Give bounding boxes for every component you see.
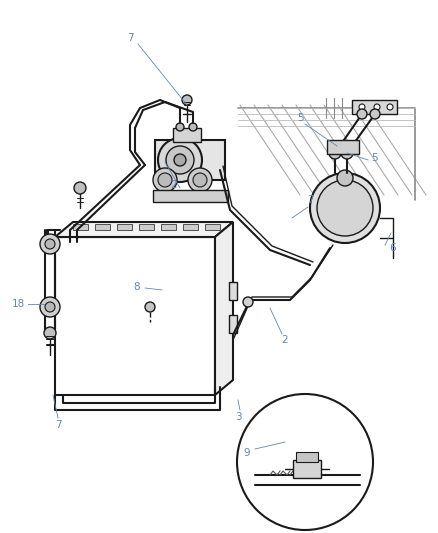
Circle shape — [40, 234, 60, 254]
Bar — [153, 190, 228, 202]
Bar — [327, 140, 359, 154]
Circle shape — [45, 239, 55, 249]
Circle shape — [74, 182, 86, 194]
Polygon shape — [139, 224, 154, 230]
Circle shape — [145, 302, 155, 312]
Circle shape — [370, 109, 380, 119]
Polygon shape — [205, 224, 220, 230]
Circle shape — [176, 123, 184, 131]
Circle shape — [329, 147, 341, 159]
Bar — [155, 140, 225, 180]
Circle shape — [337, 170, 353, 186]
Text: 18: 18 — [11, 299, 25, 309]
Text: 5: 5 — [372, 153, 378, 163]
Polygon shape — [55, 222, 233, 237]
Text: 8: 8 — [134, 282, 140, 292]
Circle shape — [188, 168, 212, 192]
Circle shape — [387, 104, 393, 110]
Circle shape — [359, 104, 365, 110]
Polygon shape — [73, 224, 88, 230]
Circle shape — [310, 173, 380, 243]
Text: 9: 9 — [244, 448, 250, 458]
Circle shape — [193, 173, 207, 187]
Circle shape — [317, 180, 373, 236]
Circle shape — [166, 146, 194, 174]
Circle shape — [237, 394, 373, 530]
Circle shape — [182, 95, 192, 105]
Polygon shape — [117, 224, 132, 230]
Bar — [173, 128, 201, 142]
Bar — [293, 460, 321, 478]
Circle shape — [158, 138, 202, 182]
Text: 6: 6 — [390, 243, 396, 253]
Circle shape — [45, 302, 55, 312]
Circle shape — [158, 173, 172, 187]
Text: 7: 7 — [55, 420, 61, 430]
Polygon shape — [95, 224, 110, 230]
Polygon shape — [55, 237, 215, 395]
Circle shape — [44, 327, 56, 339]
Circle shape — [374, 104, 380, 110]
Circle shape — [243, 297, 253, 307]
Circle shape — [153, 168, 177, 192]
Text: 3: 3 — [235, 412, 241, 422]
Bar — [296, 452, 318, 462]
Text: 7: 7 — [127, 33, 133, 43]
Polygon shape — [215, 222, 233, 395]
Bar — [229, 282, 237, 300]
Polygon shape — [183, 224, 198, 230]
Circle shape — [174, 154, 186, 166]
Text: 2: 2 — [282, 335, 288, 345]
Circle shape — [357, 109, 367, 119]
Text: 5: 5 — [297, 113, 303, 123]
Text: 2: 2 — [171, 180, 177, 190]
Circle shape — [40, 297, 60, 317]
Polygon shape — [161, 224, 176, 230]
Bar — [352, 100, 397, 114]
Text: 7: 7 — [307, 195, 313, 205]
Circle shape — [189, 123, 197, 131]
Circle shape — [341, 147, 353, 159]
Bar — [229, 315, 237, 333]
